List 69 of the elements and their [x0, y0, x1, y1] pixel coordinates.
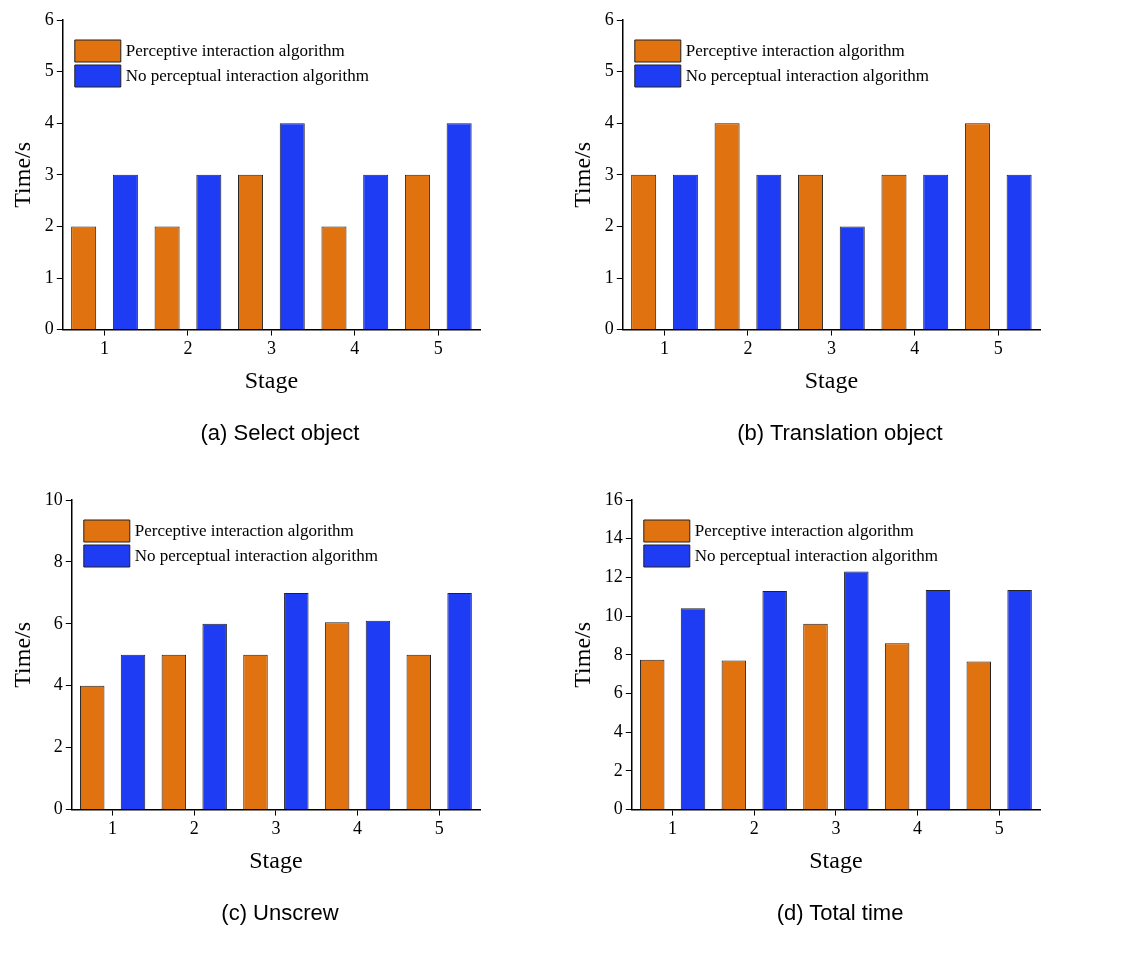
- x-tick-label: 2: [183, 338, 193, 359]
- y-tick-label: 4: [44, 111, 54, 132]
- y-tick-label: 8: [613, 643, 623, 664]
- x-tick-label: 5: [434, 818, 444, 839]
- x-axis-title: Stage: [804, 366, 859, 393]
- y-tick-label: 8: [53, 550, 63, 571]
- y-tick-label: 1: [44, 266, 54, 287]
- y-tick-label: 2: [44, 215, 54, 236]
- x-axis-title: Stage: [244, 366, 299, 393]
- x-tick-label: 4: [350, 338, 360, 359]
- y-axis-title: Time/s: [8, 621, 35, 688]
- x-tick-label: 4: [353, 818, 363, 839]
- y-tick-label: 10: [44, 488, 63, 509]
- y-tick-label: 2: [53, 736, 63, 757]
- legend-label: Perceptive interaction algorithm: [685, 41, 905, 61]
- y-axis-title: Time/s: [8, 141, 35, 208]
- y-tick-label: 6: [44, 8, 54, 29]
- x-tick-label: 4: [913, 818, 923, 839]
- y-tick-label: 14: [604, 527, 623, 548]
- y-tick-label: 4: [604, 111, 614, 132]
- y-tick-label: 0: [613, 798, 623, 819]
- y-tick-label: 0: [44, 318, 54, 339]
- x-tick-label: 3: [826, 338, 836, 359]
- legend-label: No perceptual interaction algorithm: [685, 66, 929, 86]
- y-tick-label: 6: [604, 8, 614, 29]
- x-tick-label: 5: [993, 338, 1003, 359]
- x-tick-label: 5: [433, 338, 443, 359]
- x-tick-label: 1: [100, 338, 110, 359]
- legend-label: Perceptive interaction algorithm: [125, 41, 345, 61]
- y-tick-label: 2: [604, 215, 614, 236]
- x-tick-label: 2: [189, 818, 199, 839]
- legend-label: No perceptual interaction algorithm: [694, 546, 938, 566]
- x-tick-label: 5: [994, 818, 1004, 839]
- x-tick-label: 3: [266, 338, 276, 359]
- y-tick-label: 10: [604, 604, 623, 625]
- y-tick-label: 4: [613, 720, 623, 741]
- x-tick-label: 2: [749, 818, 759, 839]
- x-tick-label: 3: [831, 818, 841, 839]
- x-axis-title: Stage: [249, 846, 303, 873]
- y-tick-label: 5: [44, 60, 54, 81]
- text: (d) Total time: [775, 900, 905, 926]
- y-axis-title: Time/s: [568, 621, 595, 688]
- y-tick-label: 1: [604, 266, 614, 287]
- x-tick-label: 1: [668, 818, 678, 839]
- x-tick-label: 2: [743, 338, 753, 359]
- y-tick-label: 5: [604, 60, 614, 81]
- y-tick-label: 2: [613, 759, 623, 780]
- y-tick-label: 16: [604, 488, 623, 509]
- x-tick-label: 4: [910, 338, 920, 359]
- x-tick-label: 1: [660, 338, 670, 359]
- y-axis-title: Time/s: [568, 141, 595, 208]
- x-tick-label: 1: [108, 818, 118, 839]
- legend-label: No perceptual interaction algorithm: [125, 66, 369, 86]
- text: (b) Translation object: [736, 420, 944, 446]
- y-tick-label: 0: [53, 798, 63, 819]
- text: (a) Select object: [199, 420, 361, 446]
- legend-label: No perceptual interaction algorithm: [134, 546, 378, 566]
- y-tick-label: 0: [604, 318, 614, 339]
- y-tick-label: 6: [53, 612, 63, 633]
- y-tick-label: 3: [604, 163, 614, 184]
- text: (c) Unscrew: [220, 900, 340, 926]
- y-tick-label: 12: [604, 566, 623, 587]
- x-tick-label: 3: [271, 818, 281, 839]
- y-tick-label: 3: [44, 163, 54, 184]
- y-tick-label: 6: [613, 682, 623, 703]
- legend-label: Perceptive interaction algorithm: [694, 521, 914, 541]
- x-axis-title: Stage: [809, 846, 863, 873]
- legend-label: Perceptive interaction algorithm: [134, 521, 354, 541]
- y-tick-label: 4: [53, 674, 63, 695]
